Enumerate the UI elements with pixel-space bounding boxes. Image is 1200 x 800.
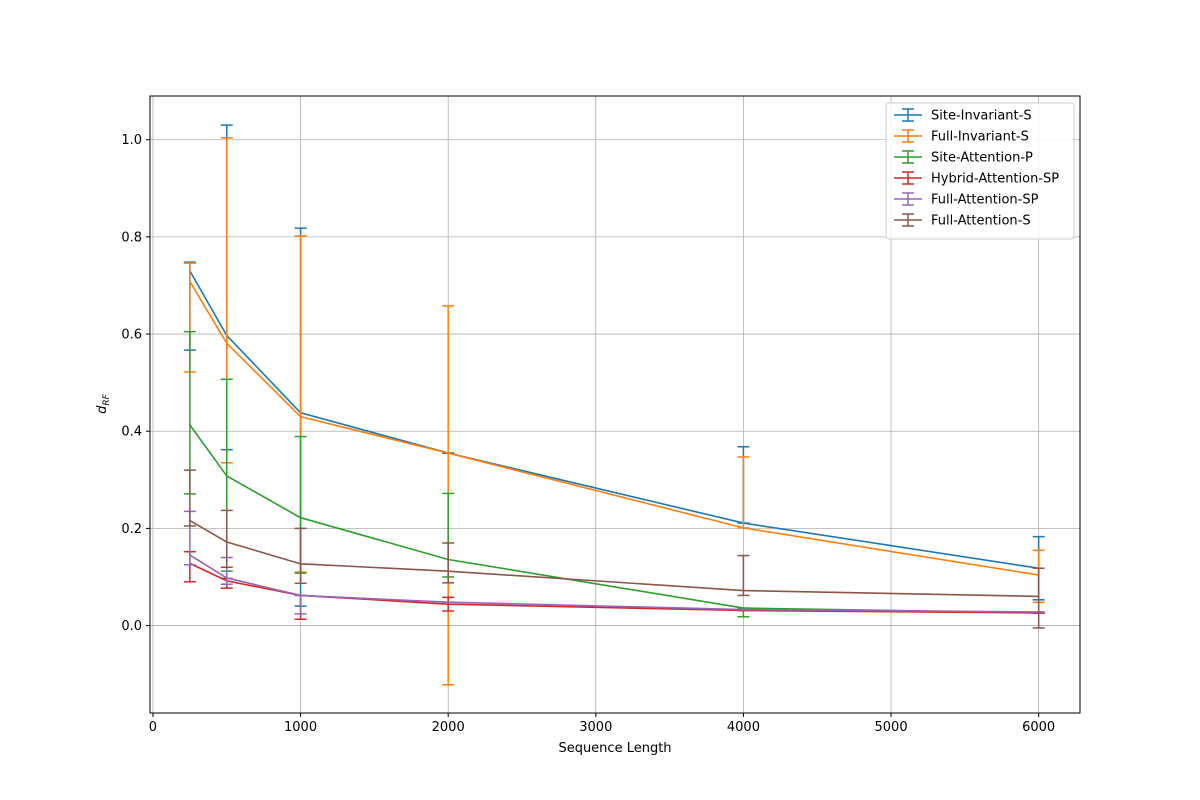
y-tick-label: 0.0 [121,619,142,634]
legend-label: Site-Attention-P [931,151,1033,166]
legend-label: Full-Invariant-S [931,130,1029,145]
y-tick-label: 0.6 [121,328,142,343]
legend-label: Hybrid-Attention-SP [931,172,1059,187]
legend-label: Full-Attention-S [931,214,1031,229]
y-axis-label-sub: RF [102,393,112,405]
series-line [189,554,1039,613]
series-line [189,424,1039,614]
legend-label: Site-Invariant-S [931,109,1032,124]
legend-entry: Full-Attention-S [894,213,1031,229]
legend-entry: Hybrid-Attention-SP [894,171,1059,187]
series-line [189,270,1039,570]
series-full-attention-s [183,469,1045,629]
x-tick-label: 3000 [579,720,612,735]
ticks: 0 1000 2000 3000 4000 5000 6000 0.0 0.2 0.4 0.6 0.8… [121,133,1055,735]
series-layer [183,124,1045,686]
y-tick-label: 0.4 [121,425,142,440]
y-tick-label: 0.8 [121,230,142,245]
legend-entry: Full-Attention-SP [894,192,1039,208]
x-tick-label: 2000 [432,720,465,735]
y-tick-label: 0.2 [121,522,142,537]
y-tick-label: 1.0 [121,133,142,148]
series-line [189,519,1039,598]
x-axis-label: Sequence Length [558,741,671,756]
x-tick-label: 4000 [727,720,760,735]
series-line [189,562,1039,614]
x-tick-label: 0 [149,720,157,735]
legend-label: Full-Attention-SP [931,193,1039,208]
plot-frame [149,95,1081,714]
x-tick-label: 6000 [1022,720,1055,735]
legend-entry: Site-Invariant-S [894,108,1032,124]
x-tick-label: 5000 [875,720,908,735]
legend-entry: Site-Attention-P [894,150,1033,166]
x-tick-label: 1000 [284,720,317,735]
y-axis-label-main: d [95,405,110,414]
y-axis-label: dRF [95,393,112,414]
series-line [189,281,1039,576]
legend: Site-Invariant-S Full-Invariant-S Site-Att… [885,102,1075,240]
legend-entry: Full-Invariant-S [894,129,1029,145]
legend-box [885,102,1075,240]
